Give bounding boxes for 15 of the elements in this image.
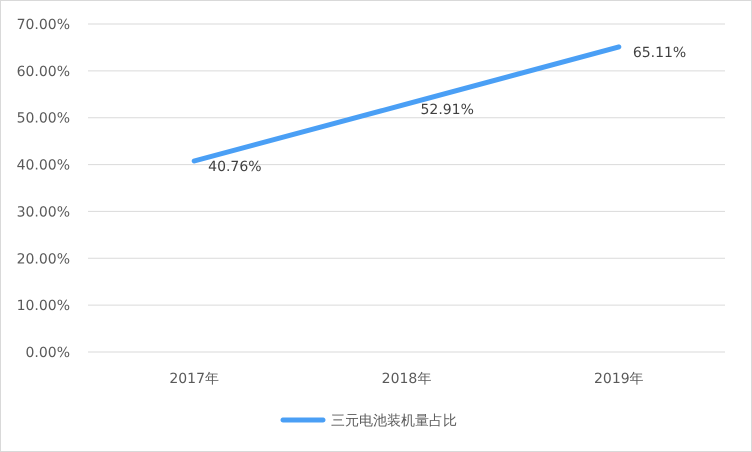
data-label: 40.76% <box>208 159 262 176</box>
y-tick-label: 10.00% <box>16 298 70 314</box>
x-tick-label: 2019年 <box>594 371 644 387</box>
y-tick-label: 60.00% <box>16 64 70 80</box>
y-tick-label: 0.00% <box>26 345 70 361</box>
x-tick-label: 2018年 <box>382 371 432 387</box>
legend-label: 三元电池装机量占比 <box>331 413 457 429</box>
data-label: 52.91% <box>420 102 474 118</box>
y-tick-label: 30.00% <box>16 204 70 220</box>
data-label: 65.11% <box>632 44 686 61</box>
y-tick-label: 50.00% <box>16 110 70 127</box>
y-tick-label: 20.00% <box>16 251 70 268</box>
x-tick-label: 2017年 <box>169 371 219 387</box>
y-tick-label: 70.00% <box>16 17 70 33</box>
y-tick-label: 40.00% <box>16 158 70 174</box>
